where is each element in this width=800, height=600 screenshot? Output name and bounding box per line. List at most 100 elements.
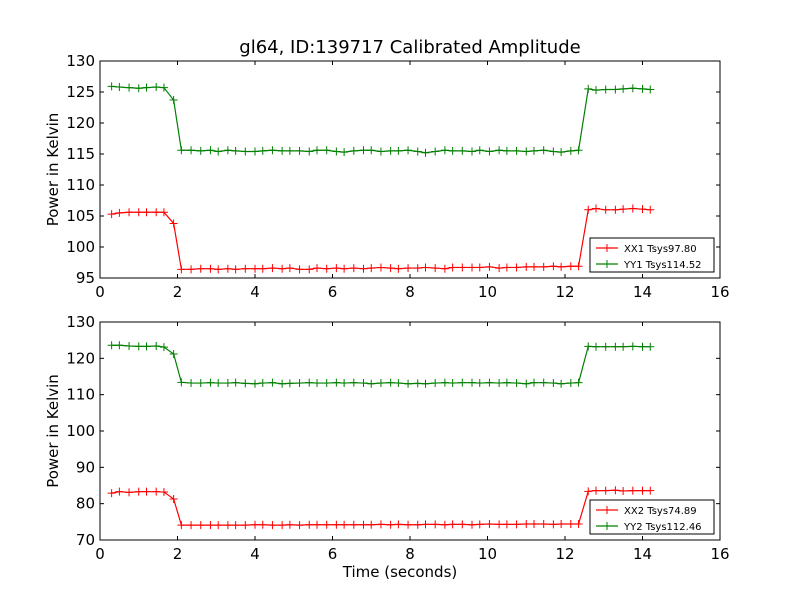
data-point: [421, 148, 430, 157]
legend-frame: [589, 499, 715, 535]
x-tick-label: 8: [405, 283, 415, 301]
data-point: [332, 147, 341, 156]
data-point: [169, 219, 178, 228]
x-tick-label: 16: [710, 545, 729, 563]
data-point: [413, 520, 422, 529]
legend-entry-label: XX2 Tsys74.89: [624, 506, 697, 517]
data-point: [107, 210, 116, 219]
data-point: [295, 146, 304, 155]
data-point: [313, 379, 321, 388]
x-tick-label: 6: [328, 283, 338, 301]
data-point: [611, 486, 620, 495]
data-point: [421, 263, 430, 272]
data-point: [214, 265, 223, 274]
data-point: [278, 264, 287, 273]
data-point: [557, 379, 566, 388]
data-point: [448, 146, 457, 155]
data-point: [592, 86, 600, 95]
data-point: [223, 146, 232, 155]
data-point: [305, 520, 314, 529]
data-point: [196, 146, 205, 155]
data-point: [512, 146, 521, 155]
data-point: [177, 521, 186, 530]
data-point: [359, 379, 368, 388]
data-point: [574, 378, 583, 387]
data-point: [512, 263, 521, 272]
x-tick-label: 0: [95, 283, 105, 301]
data-point: [628, 486, 637, 495]
legend-entry-label: YY1 Tsys114.52: [623, 260, 702, 271]
data-point: [322, 520, 331, 529]
series-2: [107, 82, 655, 157]
data-point: [187, 146, 196, 155]
data-point: [376, 263, 385, 272]
data-point: [592, 204, 600, 213]
data-point: [251, 264, 259, 273]
data-point: [404, 146, 413, 155]
data-point: [196, 379, 205, 388]
data-point: [152, 208, 161, 217]
data-point: [448, 263, 457, 272]
data-point: [386, 378, 395, 387]
data-point: [305, 378, 314, 387]
data-point: [231, 265, 240, 274]
data-point: [619, 342, 628, 351]
legend-entry-label: YY2 Tsys112.46: [623, 522, 702, 533]
data-point: [458, 146, 467, 155]
data-point: [152, 341, 161, 350]
data-point: [448, 379, 457, 388]
data-point: [628, 342, 637, 351]
series-2: [107, 341, 655, 388]
chart-title: gl64, ID:139717 Calibrated Amplitude: [239, 37, 580, 58]
data-point: [601, 85, 610, 94]
data-point: [404, 379, 413, 388]
data-point: [349, 520, 358, 529]
data-point: [611, 205, 620, 214]
y-axis-label: Power in Kelvin: [44, 374, 62, 488]
data-point: [495, 520, 504, 529]
data-point: [421, 379, 430, 388]
data-point: [394, 520, 403, 529]
data-point: [214, 379, 223, 388]
y-tick-label: 110: [66, 386, 95, 404]
data-point: [413, 379, 422, 388]
legend: XX2 Tsys74.89 YY2 Tsys112.46: [589, 499, 715, 535]
data-point: [394, 264, 403, 273]
data-point: [258, 146, 267, 155]
data-point: [241, 521, 250, 530]
y-tick-label: 70: [76, 531, 95, 549]
data-point: [196, 264, 205, 273]
data-point: [584, 487, 593, 496]
data-point: [485, 147, 494, 156]
data-point: [177, 378, 186, 387]
data-point: [125, 208, 134, 217]
data-point: [386, 146, 395, 155]
data-point: [566, 520, 575, 529]
data-point: [268, 146, 277, 155]
data-point: [206, 521, 215, 530]
data-point: [278, 146, 287, 155]
data-point: [638, 84, 647, 93]
x-tick-label: 8: [405, 545, 415, 563]
data-point: [584, 205, 593, 214]
data-point: [251, 520, 259, 529]
x-axis-label: Time (seconds): [342, 563, 458, 581]
x-tick-label: 16: [710, 283, 729, 301]
y-tick-label: 120: [66, 114, 95, 132]
data-point: [619, 84, 628, 93]
data-point: [619, 205, 628, 214]
data-point: [557, 148, 566, 157]
y-tick-label: 130: [66, 313, 95, 331]
data-point: [159, 343, 168, 352]
data-point: [485, 520, 494, 529]
data-point: [584, 84, 593, 93]
data-point: [231, 521, 240, 530]
data-point: [134, 342, 143, 351]
x-tick-label: 10: [478, 283, 497, 301]
data-point: [539, 146, 548, 155]
data-point: [522, 262, 531, 271]
data-point: [142, 342, 151, 351]
data-point: [142, 83, 151, 92]
data-point: [107, 489, 116, 498]
data-point: [557, 262, 566, 271]
